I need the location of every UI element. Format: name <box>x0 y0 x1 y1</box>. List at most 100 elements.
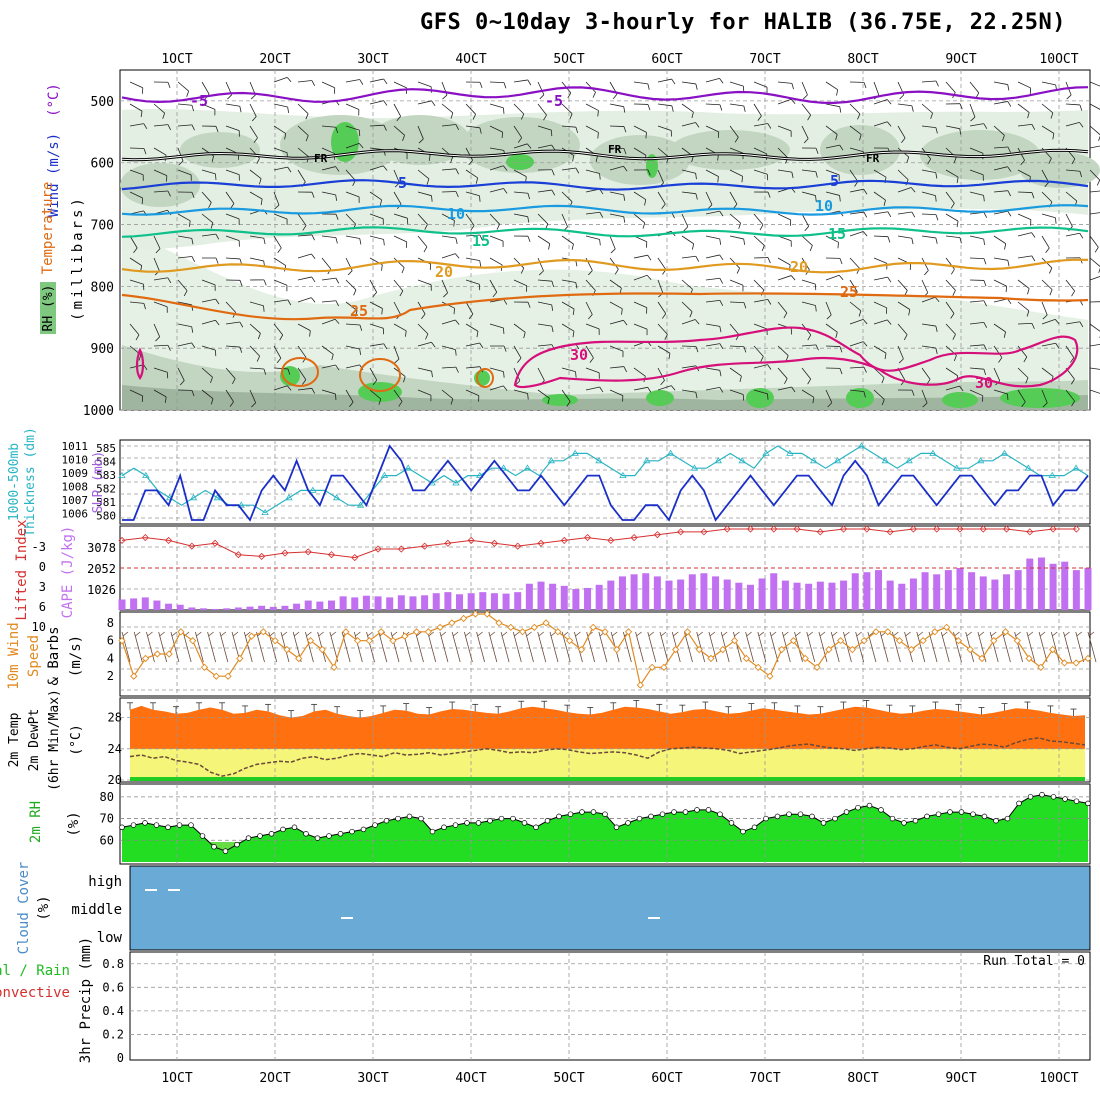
wind-barb <box>670 385 676 391</box>
wind-barb <box>345 279 357 291</box>
cape-bar <box>944 570 952 610</box>
wind-barb <box>513 143 528 149</box>
wind-barb <box>1020 160 1025 166</box>
wind-barb <box>839 144 844 151</box>
wind-barb <box>465 389 479 396</box>
isotherm-line <box>135 347 145 380</box>
wind-barb <box>924 270 929 276</box>
wind-barb <box>207 631 216 663</box>
thickness-point <box>1024 464 1033 471</box>
wind-barb <box>1049 267 1053 274</box>
wind-barb <box>263 238 266 245</box>
wind-barb <box>393 301 401 315</box>
wind-barb <box>945 169 959 178</box>
wind-tick-label: 2 <box>107 669 114 683</box>
wind-barb <box>633 147 647 156</box>
wind-barb <box>143 148 147 155</box>
wind-barb <box>657 147 669 158</box>
thickness-point <box>547 457 556 464</box>
wind-barb <box>129 389 143 397</box>
wind-barb <box>729 191 738 205</box>
rh-point <box>981 813 988 820</box>
wind-barb <box>129 323 140 336</box>
rh-point <box>728 820 735 826</box>
wind-barb <box>398 401 403 407</box>
wind-speed-point <box>295 654 303 663</box>
wind-barb <box>1075 631 1085 663</box>
lifted-index-point <box>653 531 661 539</box>
wind-barb <box>695 392 698 399</box>
thickness-point <box>976 457 985 464</box>
wind-barb <box>225 257 240 260</box>
wind-speed-point <box>1084 654 1092 663</box>
thickness-tick-label: 585 <box>96 442 116 455</box>
wind-barb <box>623 216 626 223</box>
wind-speed-label: Speed <box>26 635 42 677</box>
wind-barb <box>940 631 950 663</box>
minmax-label: (6hr Min/Max) <box>47 689 62 791</box>
rh-markers <box>119 791 1091 854</box>
wind-barb <box>513 169 527 177</box>
wind-barb <box>249 235 264 239</box>
wind-barb <box>369 78 384 83</box>
wind-barb <box>1055 343 1060 349</box>
isotherm-label: 30 <box>570 346 588 364</box>
cape-bar <box>630 574 638 610</box>
wind-barb <box>983 123 988 129</box>
wind-barb <box>804 226 809 232</box>
wind-barb <box>1042 402 1048 408</box>
wind-barb <box>428 154 431 161</box>
wind-barb <box>969 123 984 127</box>
wind-speed-point <box>283 645 291 654</box>
wind-barb <box>273 191 280 206</box>
wind-barb <box>953 355 957 362</box>
cape-bar <box>828 582 836 610</box>
wind-barb <box>383 165 388 171</box>
wind-barb <box>273 103 288 108</box>
wind-barb <box>609 235 616 250</box>
wind-barb <box>921 279 929 293</box>
wind-barb <box>717 176 719 183</box>
wind-barb <box>1089 389 1100 394</box>
wind-barb <box>297 125 309 136</box>
rh-point <box>521 820 528 826</box>
wind-barb <box>983 344 987 351</box>
wind-barb <box>993 81 1008 85</box>
wind-barb <box>838 275 844 281</box>
wind-barb <box>905 631 911 637</box>
wind-barb <box>753 213 764 226</box>
wind-barb <box>171 631 178 637</box>
wind-barb <box>993 190 1008 193</box>
cape-bar <box>712 576 720 610</box>
wind-barb <box>129 169 144 176</box>
wind-barb <box>129 81 143 89</box>
wind-barb <box>858 310 862 317</box>
wind-barb <box>538 270 544 276</box>
wind-barb <box>1088 631 1095 637</box>
wind-barb <box>383 125 387 131</box>
date-tick-label: 7OCT <box>749 1071 780 1086</box>
wind-barb <box>561 213 568 228</box>
wind-barb <box>753 147 767 155</box>
wind-barb <box>935 195 937 202</box>
pressure-tick-label: 800 <box>91 280 114 295</box>
lifted-index-point <box>746 525 755 533</box>
wind-barb <box>225 125 240 132</box>
wind-barb <box>399 290 404 297</box>
rh-point <box>1039 791 1045 798</box>
cape-tick-label: 3078 <box>87 541 116 555</box>
wind-barb <box>143 364 148 371</box>
wind-barb <box>500 631 510 663</box>
wind-barb <box>572 331 575 338</box>
cape-bar <box>607 580 615 610</box>
thickness-point <box>213 494 222 501</box>
rh-point <box>866 802 873 809</box>
rh-shade-area <box>460 117 580 173</box>
wind-barb <box>527 79 532 86</box>
wind-barb <box>167 124 172 131</box>
wind-barb <box>562 631 569 637</box>
wind-speed-point <box>330 663 338 671</box>
wind-barb <box>777 125 792 132</box>
rh-point <box>418 815 424 822</box>
wind-barb <box>1079 122 1084 128</box>
